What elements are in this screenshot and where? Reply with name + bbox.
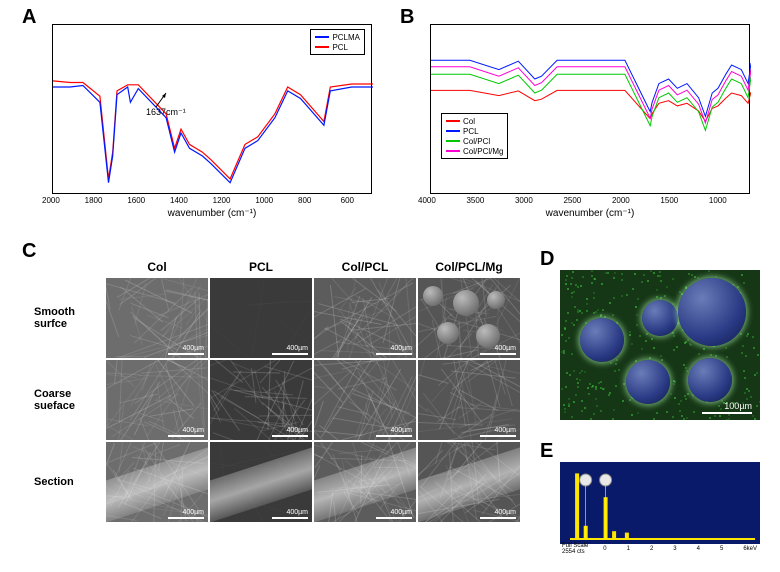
chart-a-tick: 800 bbox=[298, 196, 311, 205]
chart-a-tick: 1800 bbox=[85, 196, 103, 205]
sem-scalebar: 400µm bbox=[168, 345, 204, 355]
sem-scalebar: 400µm bbox=[272, 345, 308, 355]
eds-svg bbox=[560, 462, 760, 544]
sem-cell: 400µm bbox=[106, 360, 208, 440]
panel-d-scalebar-label: 100µm bbox=[724, 401, 752, 411]
chart-a-legend: PCLMA PCL bbox=[310, 29, 365, 55]
chart-a-tick: 600 bbox=[341, 196, 354, 205]
chart-a-tick: 1000 bbox=[255, 196, 273, 205]
legend-label-colpclmg: Col/PCl/Mg bbox=[463, 147, 503, 156]
sem-cell: 400µm bbox=[418, 442, 520, 522]
panel-e-spectrum: Full Scale 2554 cts 0123456 keV bbox=[560, 462, 760, 554]
chart-a-tick: 1200 bbox=[213, 196, 231, 205]
panel-d-label: D bbox=[540, 248, 554, 271]
chart-b-tick: 1500 bbox=[660, 196, 678, 205]
col-header-3: Col/PCL/Mg bbox=[418, 260, 520, 274]
chart-b-tick: 3000 bbox=[515, 196, 533, 205]
sem-cell: 400µm bbox=[418, 278, 520, 358]
legend-swatch-pcl-b bbox=[446, 130, 460, 132]
sem-cell: 400µm bbox=[314, 278, 416, 358]
chart-b: Col PCL Col/PCl Col/PCl/Mg bbox=[430, 24, 750, 194]
sem-row: Smooth surfce 400µm 400µm 400µm 400µm bbox=[34, 278, 522, 358]
sem-cell: 400µm bbox=[210, 442, 312, 522]
sem-scalebar: 400µm bbox=[376, 509, 412, 519]
sem-cell: 400µm bbox=[210, 278, 312, 358]
legend-swatch-colpclmg bbox=[446, 150, 460, 152]
chart-a-tick: 1600 bbox=[127, 196, 145, 205]
chart-a-tick: 1400 bbox=[170, 196, 188, 205]
panel-d-image: 100µm bbox=[560, 270, 760, 420]
legend-swatch-colpcl bbox=[446, 140, 460, 142]
col-header-2: Col/PCL bbox=[314, 260, 416, 274]
chart-b-tick: 1000 bbox=[709, 196, 727, 205]
sem-cell: 400µm bbox=[106, 442, 208, 522]
eds-xticks: 0123456 bbox=[603, 546, 746, 552]
chart-b-tick: 2000 bbox=[612, 196, 630, 205]
sem-cell: 400µm bbox=[106, 278, 208, 358]
mg-sphere bbox=[580, 318, 624, 362]
panel-e-label: E bbox=[540, 440, 553, 463]
chart-b-tick: 3500 bbox=[466, 196, 484, 205]
chart-b-xlabel: wavenumber (cm⁻¹) bbox=[430, 208, 750, 219]
chart-b-legend: Col PCL Col/PCl Col/PCl/Mg bbox=[441, 113, 508, 159]
chart-b-tick: 4000 bbox=[418, 196, 436, 205]
mg-sphere bbox=[642, 300, 678, 336]
sem-row-label: Smooth surfce bbox=[34, 306, 104, 330]
chart-a-xlabel: wavenumber (cm⁻¹) bbox=[52, 208, 372, 219]
chart-b-tick: 2500 bbox=[563, 196, 581, 205]
legend-label-col: Col bbox=[463, 117, 475, 126]
sem-scalebar: 400µm bbox=[272, 427, 308, 437]
sem-cell: 400µm bbox=[418, 360, 520, 440]
panel-a-label: A bbox=[22, 6, 36, 29]
sem-cell: 400µm bbox=[314, 442, 416, 522]
legend-label-pcl: PCL bbox=[332, 43, 348, 52]
sem-scalebar: 400µm bbox=[376, 427, 412, 437]
sem-scalebar: 400µm bbox=[480, 427, 516, 437]
sem-cell: 400µm bbox=[314, 360, 416, 440]
chart-b-svg bbox=[431, 25, 751, 195]
annotation-arrow-icon bbox=[154, 91, 172, 109]
sem-col-headers: Col PCL Col/PCL Col/PCL/Mg bbox=[34, 260, 522, 274]
sem-scalebar: 400µm bbox=[480, 345, 516, 355]
legend-label-colpcl: Col/PCl bbox=[463, 137, 490, 146]
legend-swatch-pcl bbox=[315, 46, 329, 48]
panel-d-scalebar: 100µm bbox=[702, 401, 752, 414]
mg-sphere bbox=[626, 360, 670, 404]
sem-grid: Col PCL Col/PCL Col/PCL/Mg Smooth surfce… bbox=[34, 260, 522, 524]
col-header-0: Col bbox=[106, 260, 208, 274]
chart-a-annotation: 1637cm⁻¹ bbox=[146, 107, 186, 118]
sem-row: Section 400µm 400µm 400µm 400µm bbox=[34, 442, 522, 522]
chart-a-tick: 2000 bbox=[42, 196, 60, 205]
mg-sphere bbox=[678, 278, 746, 346]
mg-sphere bbox=[688, 358, 732, 402]
sem-scalebar: 400µm bbox=[168, 427, 204, 437]
sem-row-label: Section bbox=[34, 476, 104, 488]
legend-label-pclma: PCLMA bbox=[332, 33, 360, 42]
eds-footer-left: Full Scale 2554 cts bbox=[562, 543, 603, 555]
sem-scalebar: 400µm bbox=[272, 509, 308, 519]
legend-swatch-col bbox=[446, 120, 460, 122]
sem-cell: 400µm bbox=[210, 360, 312, 440]
sem-scalebar: 400µm bbox=[168, 509, 204, 519]
sem-scalebar: 400µm bbox=[480, 509, 516, 519]
chart-a: PCLMA PCL 1637cm⁻¹ bbox=[52, 24, 372, 194]
legend-swatch-pclma bbox=[315, 36, 329, 38]
panel-b-label: B bbox=[400, 6, 414, 29]
sem-row: Coarse sueface 400µm 400µm 400µm 400µm bbox=[34, 360, 522, 440]
col-header-1: PCL bbox=[210, 260, 312, 274]
eds-footer: Full Scale 2554 cts 0123456 keV bbox=[560, 544, 760, 554]
eds-footer-right: keV bbox=[747, 546, 760, 552]
legend-label-pcl-b: PCL bbox=[463, 127, 479, 136]
sem-scalebar: 400µm bbox=[376, 345, 412, 355]
sem-row-label: Coarse sueface bbox=[34, 388, 104, 412]
